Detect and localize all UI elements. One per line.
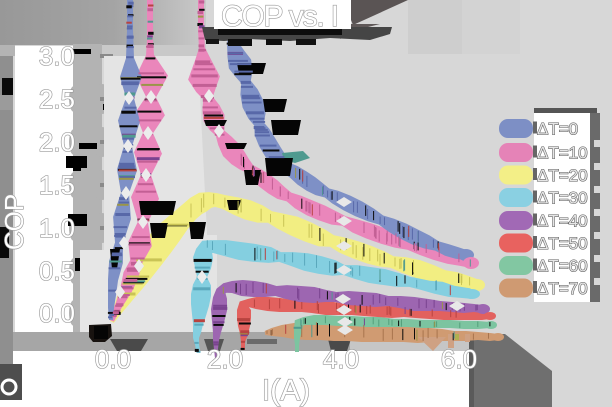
svg-text:ΔT=50: ΔT=50 xyxy=(537,234,588,253)
svg-text:ΔT=0: ΔT=0 xyxy=(537,120,578,139)
svg-text:6.0: 6.0 xyxy=(441,344,477,374)
svg-text:1.5: 1.5 xyxy=(39,170,75,200)
svg-text:0.5: 0.5 xyxy=(39,256,75,286)
svg-text:COP vs. I: COP vs. I xyxy=(221,0,339,33)
svg-text:ΔT=10: ΔT=10 xyxy=(537,144,588,163)
svg-text:ΔT=30: ΔT=30 xyxy=(537,189,588,208)
svg-text:2.5: 2.5 xyxy=(39,84,75,114)
svg-text:ΔT=20: ΔT=20 xyxy=(537,166,588,185)
svg-text:COP: COP xyxy=(0,194,29,250)
svg-text:2.0: 2.0 xyxy=(39,127,75,157)
svg-text:ΔT=40: ΔT=40 xyxy=(537,212,588,231)
svg-text:0.0: 0.0 xyxy=(39,298,75,328)
svg-text:2.0: 2.0 xyxy=(207,344,243,374)
svg-text:1.0: 1.0 xyxy=(39,213,75,243)
svg-text:ΔT=70: ΔT=70 xyxy=(537,279,588,298)
svg-text:ΔT=60: ΔT=60 xyxy=(537,257,588,276)
svg-text:I(A): I(A) xyxy=(262,374,310,407)
svg-text:4.0: 4.0 xyxy=(323,344,359,374)
svg-text:0.0: 0.0 xyxy=(95,344,131,374)
svg-text:3.0: 3.0 xyxy=(39,41,75,71)
